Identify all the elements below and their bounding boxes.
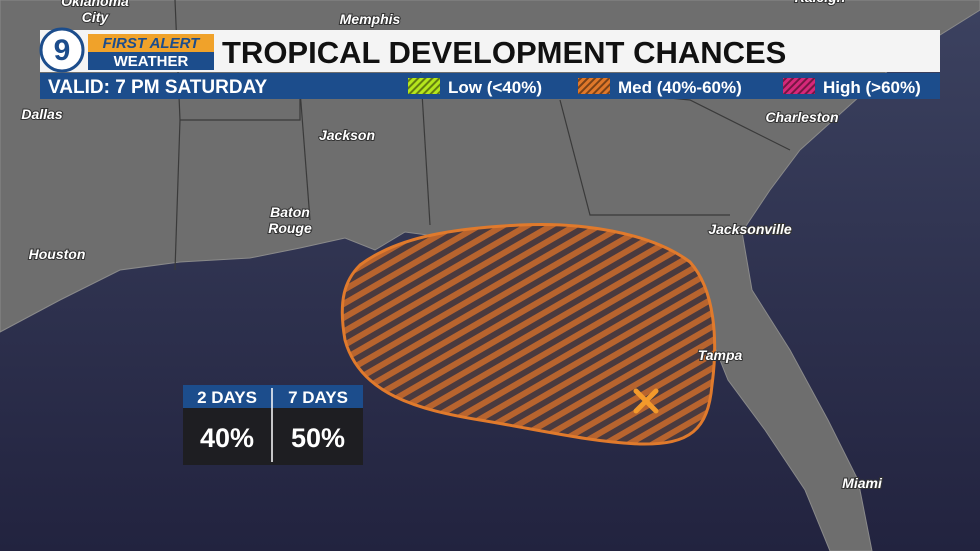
table-header-bg	[183, 385, 363, 408]
table-body-bg	[183, 408, 363, 465]
city-label: City	[82, 9, 110, 25]
legend-swatch-hatch	[408, 78, 440, 94]
city-label: Rouge	[268, 220, 312, 236]
city-label: Raleigh	[795, 0, 846, 5]
storm-marker	[633, 388, 659, 414]
medium-chance-area	[340, 223, 717, 446]
city-label: Dallas	[21, 106, 62, 122]
city-label: Tampa	[698, 347, 743, 363]
city-label: Jackson	[319, 127, 375, 143]
city-label: Charleston	[765, 109, 838, 125]
city-label: Memphis	[340, 11, 401, 27]
city-label: Oklahoma	[61, 0, 129, 9]
legend-label: High (>60%)	[823, 78, 921, 97]
logo-number: 9	[54, 34, 71, 67]
brand-top: FIRST ALERT	[103, 35, 202, 52]
city-label: Miami	[842, 475, 883, 491]
table-value: 50%	[291, 423, 345, 453]
brand-bottom-bg	[88, 52, 214, 70]
table-value: 40%	[200, 423, 254, 453]
table-header: 2 DAYS	[197, 388, 257, 407]
table-header: 7 DAYS	[288, 388, 348, 407]
legend-swatch-hatch	[578, 78, 610, 94]
brand-top-bg	[88, 34, 214, 52]
legend-swatch-hatch	[783, 78, 815, 94]
logo-circle	[39, 27, 85, 73]
city-label: Houston	[29, 246, 86, 262]
brand-bottom: WEATHER	[114, 53, 189, 70]
city-label: Jacksonville	[708, 221, 791, 237]
city-label: Baton	[270, 204, 310, 220]
legend-label: Med (40%-60%)	[618, 78, 742, 97]
valid-time: VALID: 7 PM SATURDAY	[48, 77, 268, 98]
title: TROPICAL DEVELOPMENT CHANCES	[222, 35, 786, 70]
legend-label: Low (<40%)	[448, 78, 542, 97]
